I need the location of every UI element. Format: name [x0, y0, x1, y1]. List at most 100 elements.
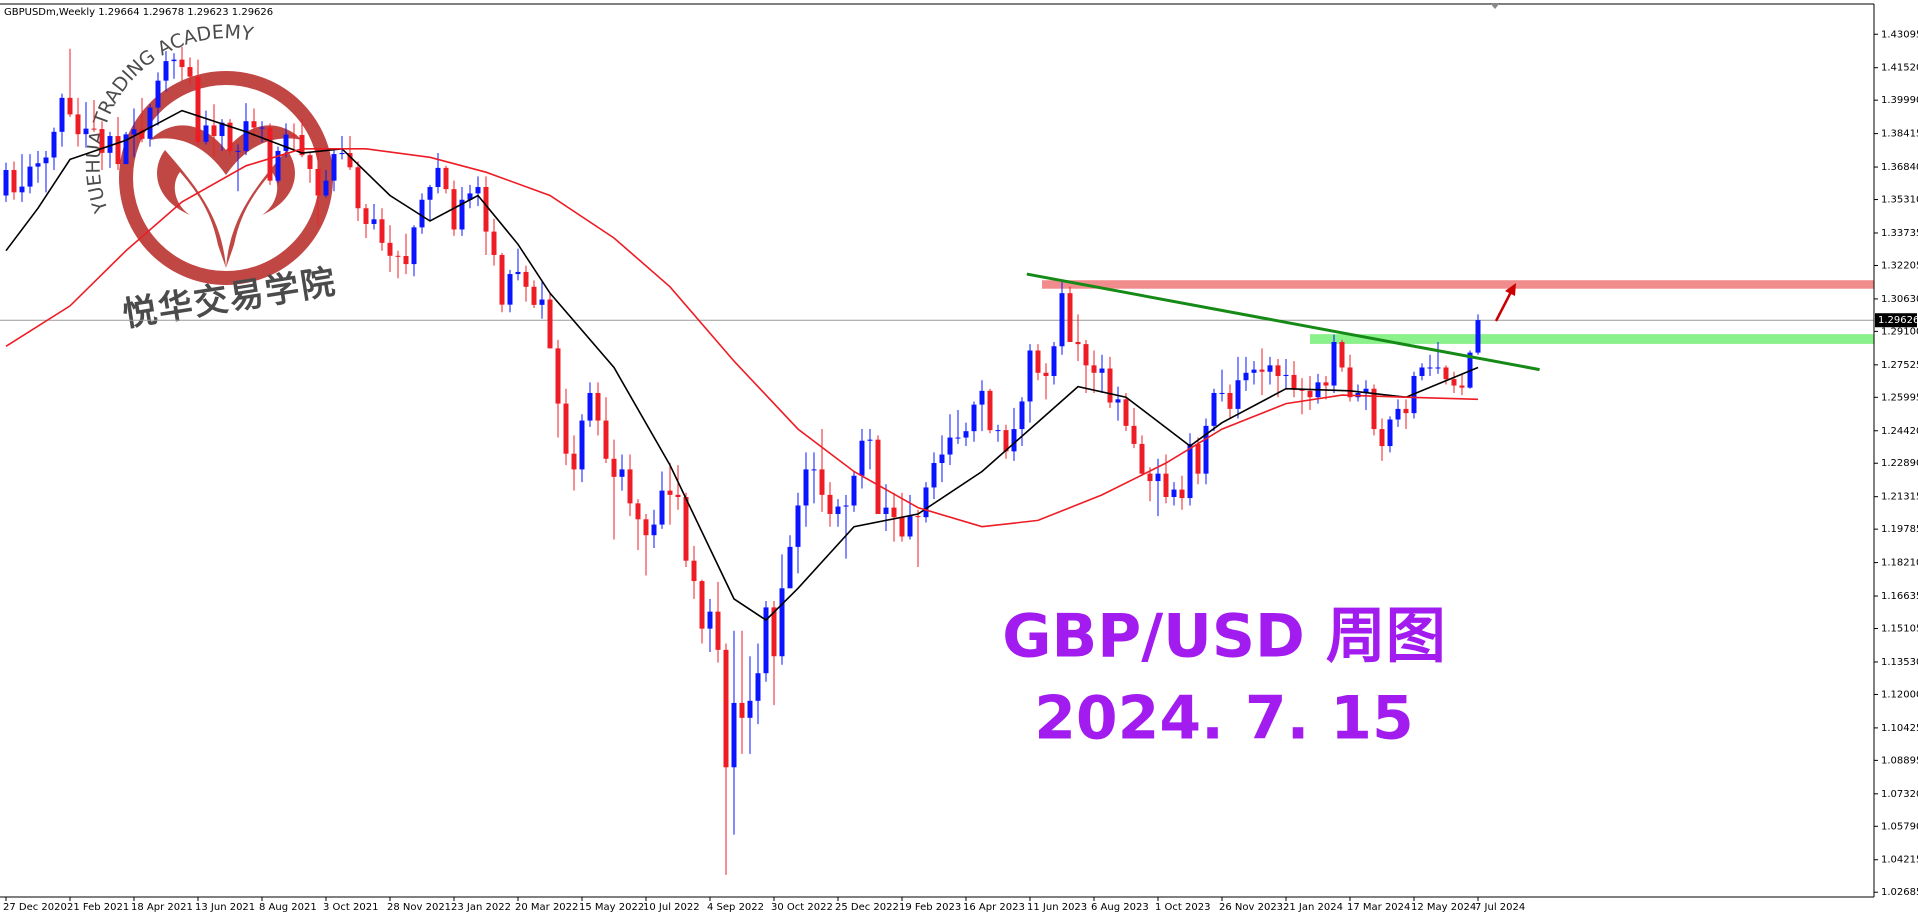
candle-body — [627, 469, 633, 504]
zone — [1310, 334, 1874, 344]
candle-body — [1171, 489, 1177, 497]
candle-body — [347, 153, 353, 168]
candle-body — [1267, 365, 1273, 372]
candle-body — [483, 187, 489, 232]
candle-body — [515, 271, 521, 275]
candle-body — [643, 519, 649, 536]
candle-body — [659, 490, 665, 525]
candle-body — [1451, 379, 1457, 386]
candle-body — [1331, 342, 1337, 386]
candle-body — [1035, 350, 1041, 373]
x-tick-label: 21 Jan 2024 — [1283, 902, 1343, 913]
candle-body — [179, 59, 185, 68]
candle-body — [435, 167, 441, 188]
candle-body — [171, 59, 177, 62]
y-tick-label: 1.07320 — [1881, 789, 1918, 800]
candle-body — [195, 76, 201, 142]
x-tick-label: 23 Jan 2022 — [451, 902, 511, 913]
candle-body — [275, 150, 281, 181]
candle-body — [1051, 346, 1057, 376]
ma-line — [5, 148, 1479, 528]
candle-body — [331, 154, 337, 181]
candle-body — [115, 136, 121, 165]
candle-body — [875, 439, 881, 514]
candle-body — [1179, 489, 1185, 499]
y-tick-label: 1.33735 — [1881, 228, 1918, 239]
candle-body — [371, 219, 377, 224]
candle-body — [1291, 374, 1297, 390]
candle-body — [1147, 473, 1153, 482]
candle-body — [67, 97, 73, 115]
candle-body — [603, 420, 609, 459]
candle-body — [827, 494, 833, 514]
candle-body — [1123, 399, 1129, 426]
candle-body — [1299, 389, 1305, 391]
x-tick-label: 1 Oct 2023 — [1155, 902, 1210, 913]
candle-body — [3, 170, 9, 196]
candle-body — [1363, 388, 1369, 393]
candle-body — [891, 507, 897, 518]
x-tick-label: 30 Oct 2022 — [771, 902, 833, 913]
candle-body — [587, 392, 593, 421]
candle-body — [867, 439, 873, 441]
x-tick-label: 16 Apr 2023 — [963, 902, 1025, 913]
candle-body — [163, 61, 169, 81]
y-tick-label: 1.18210 — [1881, 558, 1918, 569]
x-tick-label: 13 Jun 2021 — [195, 902, 255, 913]
candle-body — [779, 588, 785, 657]
candle-body — [1443, 367, 1449, 380]
candle-body — [339, 153, 345, 155]
candle-body — [883, 507, 889, 514]
candle-body — [403, 256, 409, 265]
candle-body — [955, 437, 961, 439]
candle-body — [467, 193, 473, 200]
candle-body — [963, 431, 969, 438]
candle-body — [411, 227, 417, 265]
y-tick-label: 1.29100 — [1881, 326, 1918, 337]
candle-body — [251, 121, 257, 128]
candle-body — [1027, 350, 1033, 402]
x-tick-label: 26 Nov 2023 — [1219, 902, 1283, 913]
candle-body — [1059, 293, 1065, 347]
candle-body — [851, 475, 857, 506]
y-tick-label: 1.36840 — [1881, 162, 1918, 173]
candle-body — [1011, 429, 1017, 452]
y-tick-label: 1.35310 — [1881, 195, 1918, 206]
candle-body — [715, 611, 721, 650]
y-tick-label: 1.15105 — [1881, 624, 1918, 635]
candle-body — [355, 167, 361, 209]
candle-body — [323, 180, 329, 196]
y-tick-label: 1.08895 — [1881, 755, 1918, 766]
candle-body — [651, 524, 657, 536]
plot-area — [0, 46, 1874, 875]
y-tick-label: 1.39990 — [1881, 95, 1918, 106]
candle-body — [1195, 443, 1201, 474]
scroll-marker — [1490, 3, 1500, 9]
candle-body — [1259, 369, 1265, 372]
y-tick-label: 1.24420 — [1881, 426, 1918, 437]
candle-body — [1395, 408, 1401, 420]
candle-body — [795, 505, 801, 547]
candle-body — [531, 286, 537, 305]
candle-body — [899, 517, 905, 537]
x-tick-label: 15 May 2022 — [579, 902, 644, 913]
candle-body — [547, 299, 553, 349]
candle-body — [147, 107, 153, 139]
x-tick-label: 4 Sep 2022 — [707, 902, 764, 913]
candle-body — [307, 155, 313, 169]
candle-body — [131, 129, 137, 135]
candle-body — [787, 546, 793, 589]
candle-body — [907, 516, 913, 537]
candle-body — [1131, 425, 1137, 444]
candle-body — [259, 127, 265, 129]
candle-body — [915, 516, 921, 518]
candle-body — [203, 125, 209, 142]
candle-body — [859, 440, 865, 476]
candle-body — [923, 487, 929, 518]
candle-body — [267, 127, 273, 181]
candle-body — [299, 134, 305, 156]
x-tick-label: 21 Feb 2021 — [67, 902, 129, 913]
candle-body — [939, 454, 945, 464]
candle-body — [571, 453, 577, 470]
